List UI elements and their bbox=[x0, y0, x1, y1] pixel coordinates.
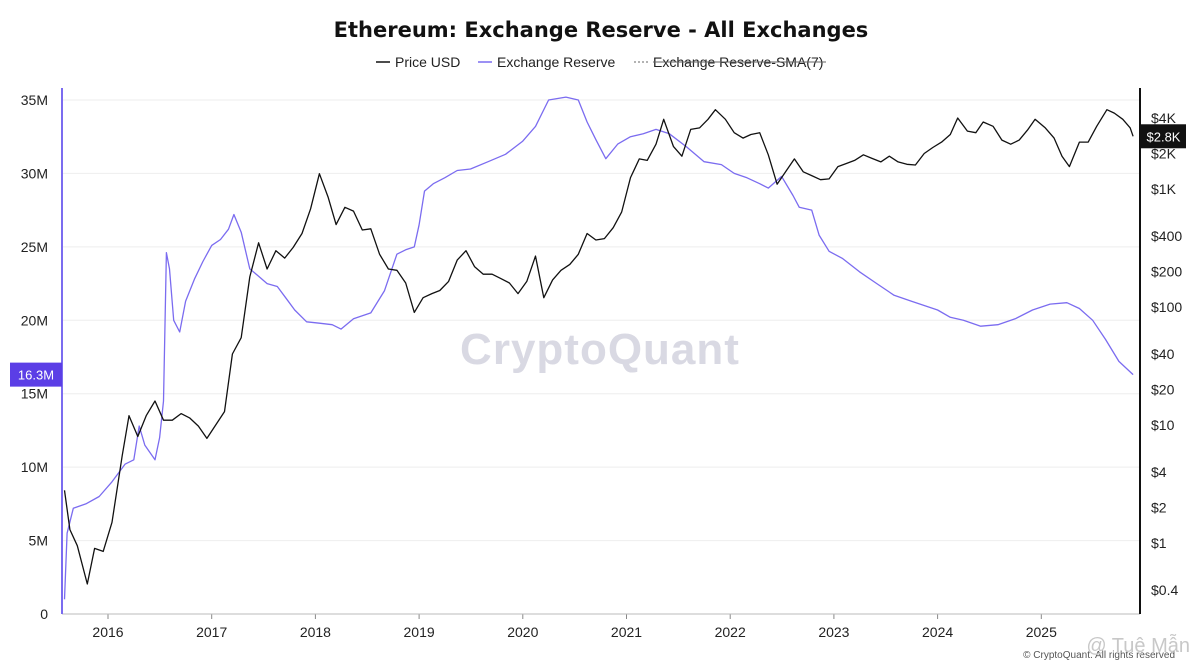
x-tick-label: 2017 bbox=[196, 624, 227, 640]
y-left-tick-label: 20M bbox=[21, 312, 48, 328]
y-left-tick-label: 10M bbox=[21, 459, 48, 475]
y-right-tick-label: $4 bbox=[1151, 464, 1167, 480]
y-left-tick-label: 30M bbox=[21, 165, 48, 181]
y-right-tick-label: $40 bbox=[1151, 346, 1175, 362]
y-left-tick-label: 5M bbox=[29, 533, 48, 549]
y-right-tick-label: $0.4 bbox=[1151, 582, 1178, 598]
reserve-value-badge bbox=[10, 362, 62, 387]
chart-title: Ethereum: Exchange Reserve - All Exchang… bbox=[334, 18, 869, 42]
x-tick-label: 2025 bbox=[1026, 624, 1057, 640]
legend-label: Price USD bbox=[395, 54, 460, 70]
legend-label: Exchange Reserve bbox=[497, 54, 616, 70]
y-left-tick-label: 25M bbox=[21, 239, 48, 255]
y-right-tick-label: $1 bbox=[1151, 535, 1167, 551]
x-tick-label: 2021 bbox=[611, 624, 642, 640]
x-tick-label: 2024 bbox=[922, 624, 953, 640]
y-right-tick-label: $400 bbox=[1151, 228, 1182, 244]
x-tick-label: 2019 bbox=[404, 624, 435, 640]
x-tick-label: 2022 bbox=[715, 624, 746, 640]
x-tick-label: 2023 bbox=[818, 624, 849, 640]
watermark: CryptoQuant bbox=[460, 325, 740, 374]
y-left-tick-label: 0 bbox=[40, 606, 48, 622]
y-right-tick-label: $1K bbox=[1151, 181, 1177, 197]
y-right-tick-label: $4K bbox=[1151, 110, 1177, 126]
legend: Price USD Exchange Reserve Exchange Reserv… bbox=[376, 54, 826, 70]
x-tick-label: 2016 bbox=[92, 624, 123, 640]
price-value-badge bbox=[1141, 124, 1186, 149]
copyright-credit: © CryptoQuant. All rights reserved bbox=[1023, 650, 1175, 661]
y-right-tick-label: $2K bbox=[1151, 146, 1177, 162]
series-layer bbox=[63, 96, 1134, 600]
y-right-tick-label: $100 bbox=[1151, 299, 1182, 315]
y-right-tick-label: $2 bbox=[1151, 500, 1167, 516]
y-left-tick-label: 35M bbox=[21, 92, 48, 108]
y-right-tick-label: $200 bbox=[1151, 264, 1182, 280]
price-value-label: $2.8K bbox=[1147, 129, 1181, 144]
axes: 0 5M 10M 15M 20M 25M 30M 35M $4K $2K $1K $400 $200 $1… bbox=[10, 88, 1186, 640]
exchange-reserve-line bbox=[63, 96, 1134, 600]
x-tick-label: 2020 bbox=[507, 624, 538, 640]
reserve-value-label: 16.3M bbox=[18, 368, 54, 383]
overlay-credit: @ Tuệ Mẫn bbox=[1086, 634, 1190, 657]
y-right-tick-label: $10 bbox=[1151, 417, 1175, 433]
y-left-tick-label: 15M bbox=[21, 386, 48, 402]
x-tick-label: 2018 bbox=[300, 624, 331, 640]
price-usd-line bbox=[63, 109, 1134, 585]
y-right-tick-label: $20 bbox=[1151, 382, 1175, 398]
